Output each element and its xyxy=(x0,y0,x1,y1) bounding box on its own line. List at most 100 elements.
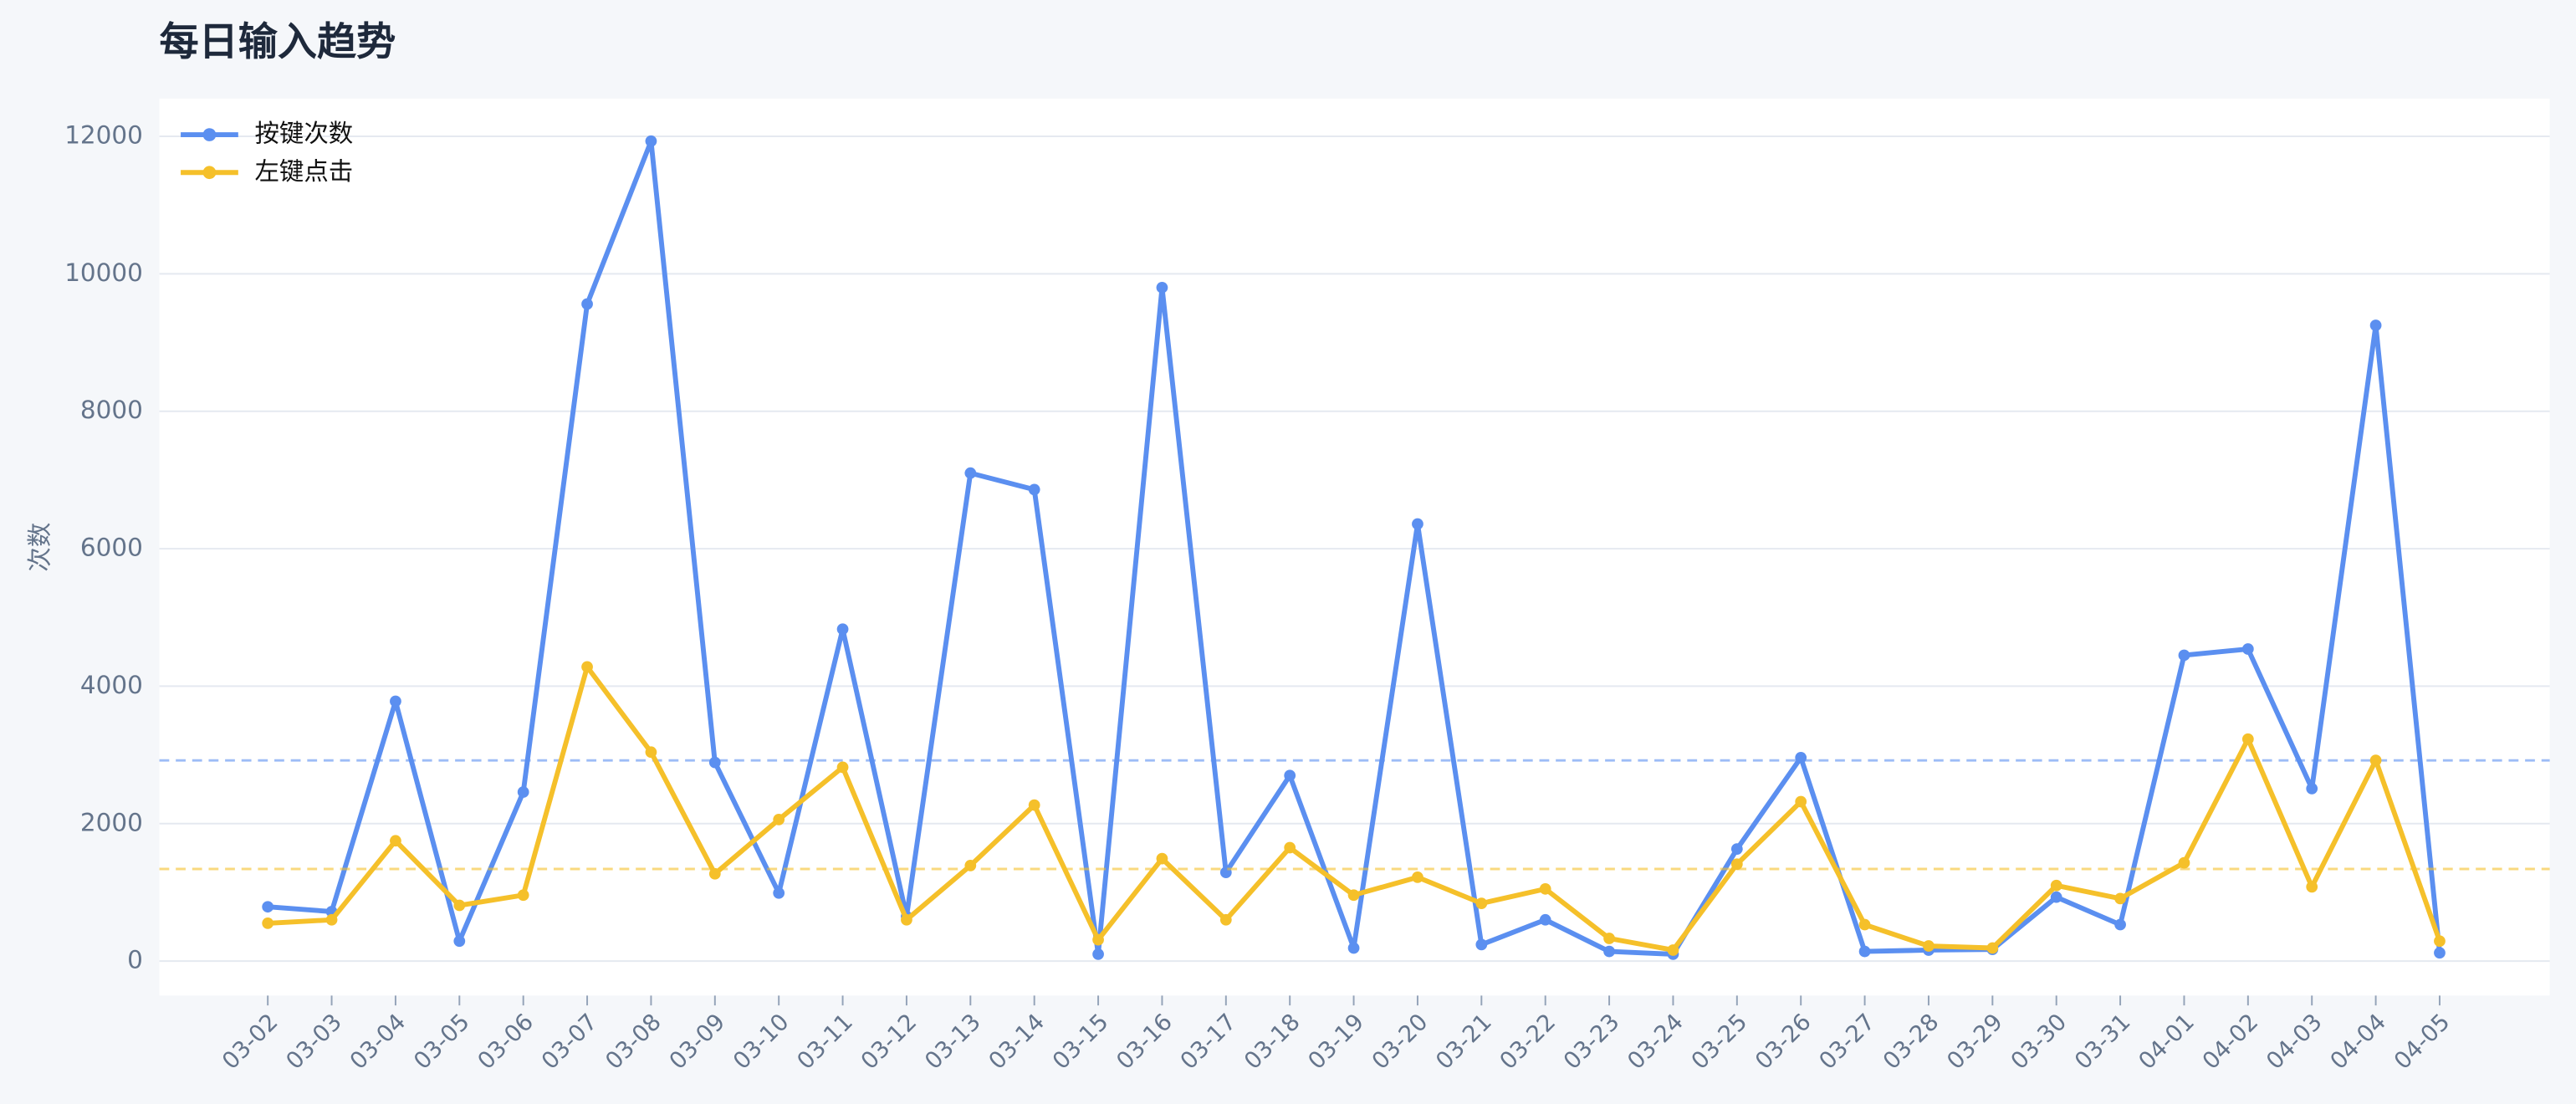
x-tick-label: 03-11 xyxy=(792,1009,858,1075)
data-point xyxy=(1284,841,1296,854)
x-tick-label: 04-05 xyxy=(2389,1009,2455,1075)
data-point xyxy=(1986,942,1999,954)
data-point xyxy=(325,913,338,926)
data-point xyxy=(773,813,785,825)
x-tick-label: 03-24 xyxy=(1623,1009,1689,1075)
data-point xyxy=(773,887,785,899)
data-point xyxy=(2306,782,2318,795)
x-tick-label: 03-03 xyxy=(281,1009,347,1075)
data-point xyxy=(1028,799,1040,811)
data-point xyxy=(2114,892,2126,905)
data-point xyxy=(964,467,977,479)
x-tick-label: 03-02 xyxy=(217,1009,284,1075)
legend-dot xyxy=(202,128,217,141)
data-point xyxy=(901,913,912,926)
y-tick-label: 2000 xyxy=(80,808,143,836)
data-point xyxy=(2050,879,2062,892)
data-point xyxy=(1603,945,1615,958)
x-tick-label: 03-10 xyxy=(728,1009,795,1075)
data-point xyxy=(836,623,849,636)
data-point xyxy=(1730,843,1743,856)
y-tick-label: 12000 xyxy=(64,121,143,150)
data-point xyxy=(708,867,721,880)
data-point xyxy=(964,860,977,871)
data-point xyxy=(836,761,849,774)
x-tick-label: 04-01 xyxy=(2134,1009,2200,1075)
y-axis-label: 次数 xyxy=(26,523,54,572)
data-point xyxy=(581,298,593,310)
data-point xyxy=(1475,897,1488,909)
plot-area xyxy=(159,98,2550,996)
data-point xyxy=(1092,948,1104,960)
data-point xyxy=(581,661,593,673)
y-tick-label: 6000 xyxy=(80,534,143,562)
x-tick-label: 03-06 xyxy=(473,1009,539,1075)
x-tick-label: 03-21 xyxy=(1431,1009,1497,1075)
data-point xyxy=(2434,935,2446,948)
x-tick-label: 03-23 xyxy=(1558,1009,1624,1075)
data-point xyxy=(2178,856,2190,869)
x-tick-label: 04-03 xyxy=(2262,1009,2328,1075)
data-point xyxy=(517,889,529,902)
data-point xyxy=(1284,769,1296,782)
x-tick-label: 03-05 xyxy=(409,1009,475,1075)
data-point xyxy=(1730,858,1743,871)
data-point xyxy=(1539,913,1551,926)
data-point xyxy=(645,135,657,147)
x-tick-label: 03-19 xyxy=(1303,1009,1369,1075)
data-point xyxy=(262,917,274,929)
x-tick-label: 03-08 xyxy=(601,1009,667,1075)
y-tick-label: 0 xyxy=(127,946,143,974)
chart-title: 每日输入趋势 xyxy=(160,19,396,65)
x-tick-label: 03-13 xyxy=(920,1009,986,1075)
data-point xyxy=(1219,913,1232,926)
data-point xyxy=(1347,889,1360,902)
data-point xyxy=(2178,649,2190,662)
data-point xyxy=(1092,933,1104,946)
data-point xyxy=(390,695,401,708)
x-tick-label: 03-09 xyxy=(664,1009,730,1075)
data-point xyxy=(2241,733,2254,745)
x-tick-label: 03-29 xyxy=(1942,1009,2008,1075)
x-tick-label: 03-16 xyxy=(1112,1009,1178,1075)
y-tick-label: 4000 xyxy=(80,671,143,699)
x-tick-label: 03-20 xyxy=(1367,1009,1433,1075)
x-tick-label: 03-30 xyxy=(2006,1009,2072,1075)
x-tick-label: 03-15 xyxy=(1047,1009,1113,1075)
legend-dot xyxy=(202,166,217,180)
x-tick-label: 04-02 xyxy=(2197,1009,2263,1075)
x-tick-label: 03-27 xyxy=(1814,1009,1880,1075)
x-tick-label: 04-04 xyxy=(2325,1009,2391,1075)
data-point xyxy=(708,756,721,769)
data-point xyxy=(2369,319,2382,331)
y-tick-label: 10000 xyxy=(64,258,143,287)
y-tick-label: 8000 xyxy=(80,396,143,424)
data-point xyxy=(1923,940,1935,952)
legend-label: 左键点击 xyxy=(254,157,353,186)
data-point xyxy=(645,746,657,759)
data-point xyxy=(2306,881,2318,893)
data-point xyxy=(1858,918,1871,931)
data-point xyxy=(262,901,274,913)
data-point xyxy=(2114,918,2126,931)
x-tick-label: 03-25 xyxy=(1686,1009,1752,1075)
x-tick-label: 03-22 xyxy=(1495,1009,1561,1075)
data-point xyxy=(1028,483,1040,496)
x-tick-label: 03-18 xyxy=(1239,1009,1306,1075)
data-point xyxy=(390,835,401,847)
data-point xyxy=(1795,752,1807,764)
x-tick-label: 03-31 xyxy=(2069,1009,2135,1075)
data-point xyxy=(1475,938,1488,951)
data-point xyxy=(1156,852,1168,865)
data-point xyxy=(2241,643,2254,655)
x-tick-label: 03-04 xyxy=(345,1009,411,1075)
data-point xyxy=(2434,947,2446,959)
data-point xyxy=(1667,944,1679,956)
data-point xyxy=(1412,518,1423,530)
x-tick-label: 03-12 xyxy=(856,1009,922,1075)
data-point xyxy=(517,786,529,798)
data-point xyxy=(1412,871,1423,883)
x-tick-label: 03-07 xyxy=(536,1009,602,1075)
